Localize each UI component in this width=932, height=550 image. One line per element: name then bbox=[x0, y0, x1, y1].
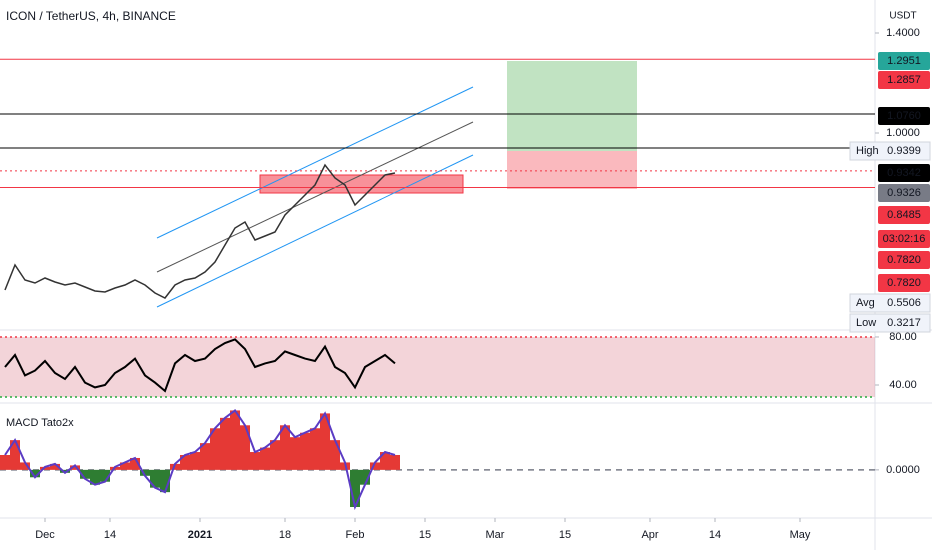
x-tick-label: 15 bbox=[419, 529, 431, 541]
y-tick-label: 0.0000 bbox=[886, 464, 920, 476]
macd-bar bbox=[10, 440, 20, 470]
macd-bar bbox=[310, 428, 320, 470]
macd-bar bbox=[150, 469, 160, 488]
price-label-bg bbox=[878, 52, 930, 70]
macd-bar bbox=[120, 462, 130, 470]
x-tick-label: 14 bbox=[104, 529, 116, 541]
macd-bar bbox=[100, 469, 110, 482]
macd-bar bbox=[260, 447, 270, 470]
y-tick-label: 1.0000 bbox=[886, 127, 920, 139]
price-label-bg bbox=[878, 184, 930, 202]
support-box bbox=[259, 174, 464, 194]
macd-bar bbox=[390, 455, 400, 470]
rsi-band bbox=[0, 336, 875, 397]
x-tick-label: Mar bbox=[486, 529, 505, 541]
y-tick-label: 1.4000 bbox=[886, 27, 920, 39]
macd-bar bbox=[230, 410, 240, 470]
macd-bar bbox=[160, 469, 170, 493]
macd-bar bbox=[280, 425, 290, 470]
stat-bg bbox=[849, 313, 931, 333]
macd-bar bbox=[220, 417, 230, 470]
x-tick-label: 2021 bbox=[188, 529, 212, 541]
macd-bar bbox=[350, 469, 360, 508]
channel-line bbox=[156, 154, 474, 308]
price-label-bg bbox=[878, 107, 930, 125]
macd-bar bbox=[70, 465, 80, 470]
price-label-bg bbox=[878, 71, 930, 89]
stat-name: Avg bbox=[856, 297, 875, 309]
macd-bar bbox=[370, 462, 380, 470]
price-label: 0.9326 bbox=[887, 187, 921, 199]
macd-bar bbox=[180, 455, 190, 470]
rsi-line bbox=[4, 338, 396, 393]
price-label-bg bbox=[878, 206, 930, 224]
macd-line bbox=[4, 408, 396, 511]
stat-name: High bbox=[856, 145, 879, 157]
macd-bar bbox=[50, 463, 60, 470]
macd-bar bbox=[80, 469, 90, 479]
x-tick-label: Dec bbox=[35, 529, 55, 541]
y-tick-label: 40.00 bbox=[889, 379, 917, 391]
macd-bar bbox=[210, 428, 220, 470]
axis-label: USDT bbox=[889, 11, 916, 22]
stat-value: 0.5506 bbox=[887, 297, 921, 309]
indicator-title: MACD Tato2x bbox=[6, 417, 74, 429]
x-tick-label: Feb bbox=[346, 529, 365, 541]
macd-bar bbox=[40, 466, 50, 470]
price-line bbox=[4, 163, 396, 299]
price-label: 1.2951 bbox=[887, 55, 921, 67]
macd-bar bbox=[190, 452, 200, 470]
macd-bar bbox=[0, 455, 10, 470]
macd-bar bbox=[200, 443, 210, 470]
price-label: 1.0760 bbox=[887, 110, 921, 122]
target-zone bbox=[507, 61, 637, 151]
chart-title: ICON / TetherUS, 4h, BINANCE bbox=[6, 9, 176, 23]
macd-bar bbox=[300, 432, 310, 470]
x-tick-label: Apr bbox=[641, 529, 658, 541]
price-label: 0.7820 bbox=[887, 277, 921, 289]
price-label-bg bbox=[878, 251, 930, 269]
macd-bar bbox=[330, 440, 340, 470]
price-label-bg bbox=[878, 164, 930, 182]
macd-bar bbox=[130, 457, 140, 470]
stat-name: Low bbox=[856, 317, 876, 329]
price-label: 0.9342 bbox=[887, 167, 921, 179]
countdown: 03:02:16 bbox=[883, 233, 926, 245]
macd-bar bbox=[30, 469, 40, 478]
stat-bg bbox=[849, 293, 931, 313]
price-label-bg bbox=[878, 274, 930, 292]
price-label: 0.8485 bbox=[887, 209, 921, 221]
stat-value: 0.3217 bbox=[887, 317, 921, 329]
macd-bar bbox=[360, 469, 370, 485]
macd-bar bbox=[240, 425, 250, 470]
stat-value: 0.9399 bbox=[887, 145, 921, 157]
macd-bar bbox=[140, 469, 150, 476]
channel-line bbox=[156, 86, 474, 239]
y-tick-label: 80.00 bbox=[889, 331, 917, 343]
channel-mid bbox=[156, 121, 474, 273]
macd-bar bbox=[290, 437, 300, 470]
x-tick-label: May bbox=[790, 529, 811, 541]
macd-bar bbox=[250, 452, 260, 470]
x-tick-label: 14 bbox=[709, 529, 721, 541]
macd-bar bbox=[320, 413, 330, 470]
stop-zone bbox=[507, 151, 637, 189]
countdown-bg bbox=[878, 230, 930, 248]
x-tick-label: 18 bbox=[279, 529, 291, 541]
stat-bg bbox=[849, 141, 931, 161]
macd-bar bbox=[380, 452, 390, 470]
x-tick-label: 15 bbox=[559, 529, 571, 541]
price-label: 1.2857 bbox=[887, 74, 921, 86]
macd-bar bbox=[20, 462, 30, 470]
macd-bar bbox=[90, 469, 100, 485]
price-label: 0.7820 bbox=[887, 254, 921, 266]
macd-bar bbox=[60, 469, 70, 473]
macd-bar bbox=[270, 440, 280, 470]
